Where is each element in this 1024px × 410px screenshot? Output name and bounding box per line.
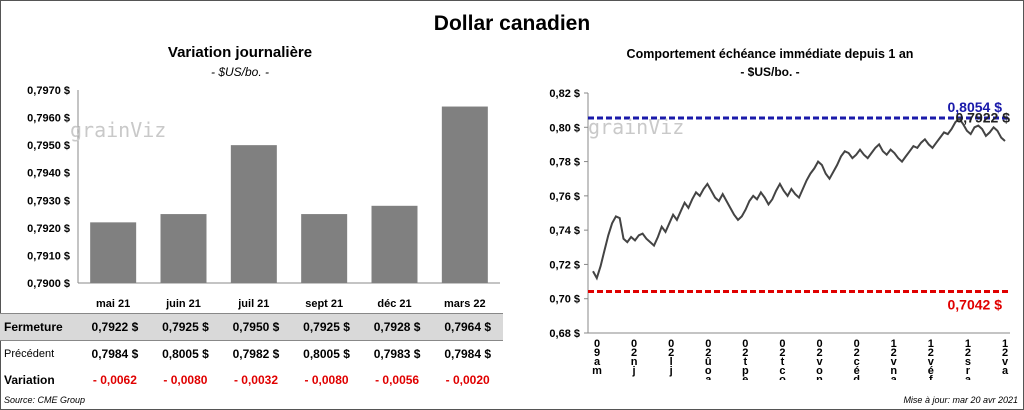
line-chart-subtitle: - $US/bo. - xyxy=(740,65,800,79)
x-tick-label: mai 21 xyxy=(96,298,130,310)
bar xyxy=(371,205,418,283)
table-cell: - 0,0020 xyxy=(445,373,490,387)
table-cell: - 0,0062 xyxy=(92,373,137,387)
x-tick-label: sept 21 xyxy=(305,298,343,310)
main-title: Dollar canadien xyxy=(433,12,591,35)
table-cell: - 0,0032 xyxy=(233,373,279,387)
table-cell: 0,7983 $ xyxy=(373,347,421,361)
table-cell: 0,7964 $ xyxy=(432,313,503,341)
x-tick-label: déc 21 xyxy=(377,298,411,310)
y-tick-label: 0,70 $ xyxy=(549,294,580,306)
table-cell: 0,7922 $ xyxy=(79,313,151,341)
watermark-logo: grainViz xyxy=(588,115,685,139)
update-note: Mise à jour: mar 20 avr 2021 xyxy=(903,395,1018,405)
table-cell: - 0,0080 xyxy=(304,373,349,387)
table-row-precedent: Précédent 0,7984 $ 0,8005 $ 0,7982 $ 0,8… xyxy=(0,341,503,368)
line-chart: 0,68 $ 0,70 $ 0,72 $ 0,74 $ 0,76 $ 0,78 $ 0,80… xyxy=(549,88,1011,380)
y-tick-label: 0,7940 $ xyxy=(27,168,70,180)
y-tick-label: 0,7950 $ xyxy=(27,140,70,152)
bar-chart-title: Variation journalière xyxy=(167,44,313,61)
price-line xyxy=(592,117,1006,281)
table-cell: 0,7950 $ xyxy=(220,313,292,341)
table-row-variation: Variation - 0,0062 - 0,0080 - 0,0032 - 0… xyxy=(0,367,503,393)
summary-table: Fermeture 0,7922 $ 0,7925 $ 0,7950 $ 0,7… xyxy=(0,313,503,393)
y-tick-label: 0,82 $ xyxy=(549,88,580,100)
row-label: Fermeture xyxy=(0,313,80,341)
bar xyxy=(90,222,137,283)
x-tick-label: 02tpes xyxy=(742,338,749,380)
y-tick-label: 0,72 $ xyxy=(549,259,580,271)
bar-chart-subtitle: - $US/bo. - xyxy=(210,65,270,79)
bar xyxy=(230,145,277,283)
low-value-label: 0,7042 $ xyxy=(948,297,1003,313)
table-cell: 0,7984 $ xyxy=(91,347,139,361)
x-tick-label: juin 21 xyxy=(165,298,201,310)
bar xyxy=(160,214,207,283)
y-tick-label: 0,80 $ xyxy=(549,122,580,134)
bar-chart: 0,7900 $ 0,7910 $ 0,7920 $ 0,7930 $ 0,7940 $… xyxy=(27,85,500,310)
table-cell: - 0,0056 xyxy=(375,373,420,387)
line-chart-title: Comportement échéance immédiate depuis 1… xyxy=(626,47,914,61)
x-tick-label: juil 21 xyxy=(237,298,269,310)
y-tick-label: 0,68 $ xyxy=(549,328,580,340)
y-tick-label: 0,74 $ xyxy=(549,225,580,237)
table-cell: 0,8005 $ xyxy=(162,347,209,361)
y-tick-label: 0,78 $ xyxy=(549,157,580,169)
x-tick-label: 12sram xyxy=(963,338,973,380)
y-tick-label: 0,76 $ xyxy=(549,191,580,203)
table-row-fermeture: Fermeture 0,7922 $ 0,7925 $ 0,7950 $ 0,7… xyxy=(0,313,503,341)
table-cell: 0,7984 $ xyxy=(444,347,492,361)
source-note: Source: CME Group xyxy=(4,395,86,405)
y-tick-label: 0,7900 $ xyxy=(27,278,70,290)
table-cell: 0,7928 $ xyxy=(361,313,433,341)
row-label: Précédent xyxy=(4,348,55,360)
x-tick-label: mars 22 xyxy=(444,298,486,310)
table-cell: - 0,0080 xyxy=(163,373,208,387)
y-tick-label: 0,7970 $ xyxy=(27,85,70,97)
table-cell: 0,8005 $ xyxy=(303,347,350,361)
y-tick-label: 0,7930 $ xyxy=(27,195,70,207)
bar xyxy=(441,106,488,284)
table-cell: 0,7925 $ xyxy=(150,313,221,341)
watermark-logo: grainViz xyxy=(70,118,167,142)
high-value-label: 0,8054 $ xyxy=(948,99,1003,115)
y-tick-label: 0,7960 $ xyxy=(27,113,70,125)
table-cell: 0,7925 $ xyxy=(291,313,362,341)
y-tick-label: 0,7920 $ xyxy=(27,223,70,235)
x-tick-label: 12vnaj xyxy=(890,338,897,380)
y-tick-label: 0,7910 $ xyxy=(27,250,70,262)
table-cell: 0,7982 $ xyxy=(232,347,280,361)
last-value-label: 0,7922 $ xyxy=(956,110,1011,126)
row-label: Variation xyxy=(4,373,55,387)
bar xyxy=(301,214,348,283)
